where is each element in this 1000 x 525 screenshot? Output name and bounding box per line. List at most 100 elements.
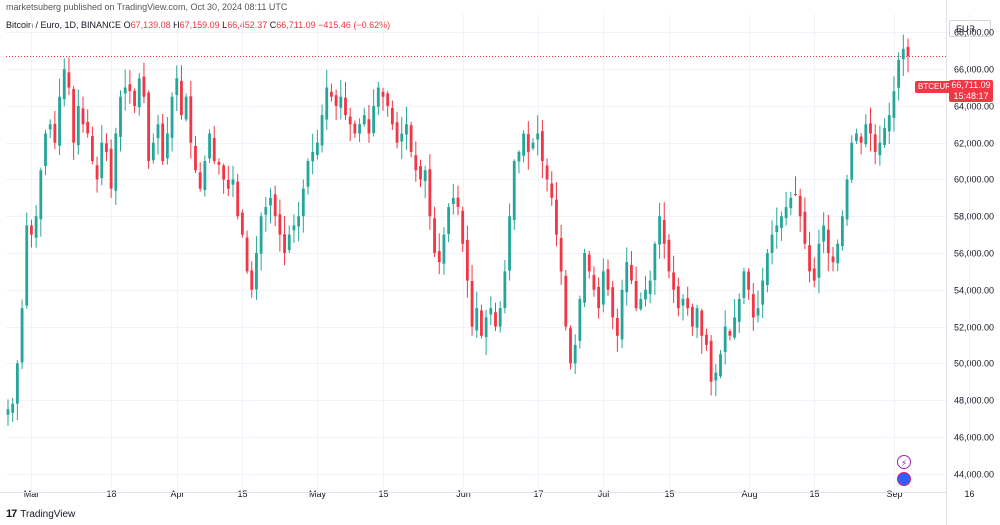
candle-body <box>105 143 108 152</box>
candle-body <box>428 169 432 217</box>
candle-body <box>498 308 502 327</box>
candle-body <box>578 298 582 341</box>
candle-body <box>775 225 779 233</box>
x-tick-label: Jul <box>598 489 610 499</box>
price-change: −415.46 (−0.62%) <box>318 20 391 30</box>
candle-body <box>133 90 136 106</box>
candle-body <box>864 124 868 145</box>
candle-body <box>11 403 15 413</box>
candle-body <box>686 298 690 309</box>
candle-body <box>780 216 783 228</box>
event-marker-icon[interactable] <box>897 472 911 486</box>
candle-body <box>189 96 193 143</box>
candle-body <box>405 124 408 135</box>
candle-body <box>494 312 497 327</box>
candle-body <box>358 124 361 134</box>
candle-body <box>714 372 718 381</box>
candle-body <box>264 207 268 215</box>
ohlc-key: C <box>267 20 277 30</box>
candle-body <box>676 286 680 309</box>
candle-body <box>372 105 376 134</box>
x-tick-label: 16 <box>964 489 974 499</box>
candle-body <box>433 218 436 253</box>
candle-body <box>245 237 249 272</box>
y-tick-label: 68,000.00 <box>954 28 994 38</box>
y-tick-label: 64,000.00 <box>954 102 994 112</box>
candle-body <box>522 133 526 156</box>
candle-body <box>208 133 211 159</box>
tradingview-logo: 17 TradingView <box>6 508 75 520</box>
candle-body <box>456 197 460 208</box>
candle-body <box>709 340 713 382</box>
candle-body <box>672 272 676 290</box>
candle-body <box>339 96 343 108</box>
candle-body <box>822 225 826 242</box>
y-tick-label: 54,000.00 <box>954 286 994 296</box>
y-tick-label: 52,000.00 <box>954 323 994 333</box>
candle-body <box>30 225 33 235</box>
candle-body <box>630 264 633 281</box>
candle-body <box>508 216 511 271</box>
candle-body <box>194 145 197 171</box>
candle-body <box>344 97 347 116</box>
y-tick-label: 60,000.00 <box>954 175 994 185</box>
candle-body <box>639 298 643 310</box>
x-tick-label: 15 <box>664 489 674 499</box>
candle-body <box>840 216 844 247</box>
candle-body <box>817 243 821 278</box>
bar-countdown: 15:48:17 <box>953 91 989 101</box>
candle-body <box>545 165 549 180</box>
candle-body <box>231 179 235 185</box>
y-tick-label: 48,000.00 <box>954 396 994 406</box>
candle-body <box>451 197 455 205</box>
candle-body <box>728 331 732 336</box>
candle-body <box>226 179 230 189</box>
candle-body <box>386 93 390 106</box>
ohlc-key: O <box>123 20 131 30</box>
candle-body <box>362 115 366 125</box>
candle-body <box>283 234 286 253</box>
candle-body <box>297 216 301 227</box>
candle-body <box>798 195 802 217</box>
candle-body <box>109 148 113 189</box>
candle-body <box>90 136 94 162</box>
candle-body <box>217 161 221 165</box>
candle-body <box>789 197 793 209</box>
x-tick-label: 15 <box>237 489 247 499</box>
x-tick-label: Jun <box>456 489 471 499</box>
candle-body <box>325 87 329 120</box>
candle-body <box>737 298 741 322</box>
candle-body <box>58 96 61 146</box>
candle-body <box>437 251 441 263</box>
candle-body <box>784 207 788 219</box>
candle-body <box>151 142 155 161</box>
candle-body <box>409 125 413 152</box>
candle-body <box>123 87 127 94</box>
candle-body <box>681 298 685 306</box>
candle-body <box>803 211 807 244</box>
candle-body <box>662 220 666 244</box>
ohlc-values: O67,139.08 H67,159.09 L66,452.37 C66,711… <box>124 20 316 30</box>
candle-body <box>794 193 797 195</box>
candle-body <box>705 334 708 345</box>
candle-body <box>878 142 882 156</box>
candle-body <box>573 344 577 364</box>
candle-body <box>850 142 854 180</box>
candle-body <box>423 170 427 182</box>
candle-body <box>48 124 52 130</box>
candle-body <box>222 165 226 180</box>
candle-body <box>733 317 736 338</box>
candle-body <box>625 262 629 293</box>
candle-body <box>100 142 104 179</box>
candle-body <box>873 134 877 152</box>
candle-body <box>34 216 38 238</box>
candle-body <box>770 234 774 253</box>
candle-body <box>6 409 10 415</box>
candle-body <box>901 48 905 60</box>
candle-body <box>634 281 638 309</box>
lightning-icon[interactable]: ⚡ <box>897 455 911 469</box>
candle-body <box>597 286 601 309</box>
candle-body <box>587 254 591 272</box>
candle-body <box>278 214 282 235</box>
